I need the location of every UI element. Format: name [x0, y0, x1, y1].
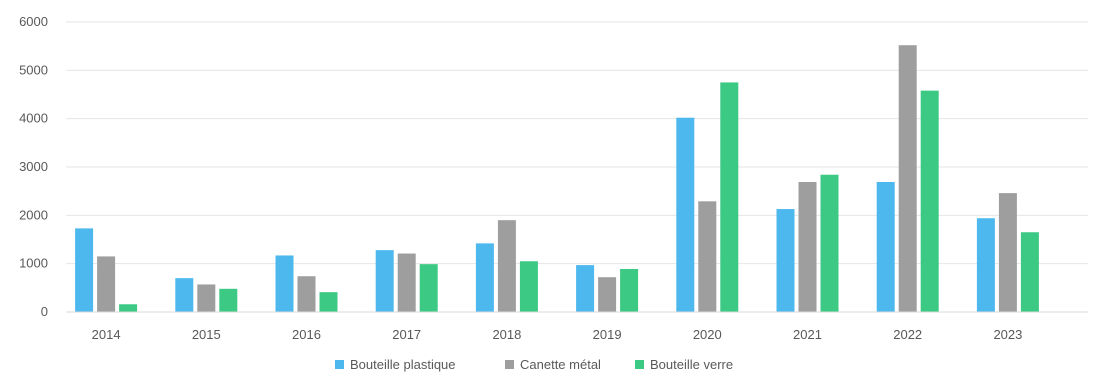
bar-bouteille-plastique-2015: [175, 278, 194, 312]
bar-bouteille-verre-2020: [720, 82, 739, 313]
bar-bouteille-verre-2019: [620, 268, 639, 312]
bar-bouteille-verre-2015: [219, 288, 238, 312]
bar-bouteille-plastique-2018: [475, 243, 494, 312]
bar-canette-metal-2020: [698, 201, 717, 312]
bar-bouteille-verre-2014: [119, 304, 138, 312]
legend-label-bouteille-plastique: Bouteille plastique: [350, 357, 456, 372]
y-tick-label: 6000: [19, 14, 48, 29]
bar-canette-metal-2018: [497, 220, 516, 312]
bar-bouteille-plastique-2022: [876, 181, 895, 312]
legend-swatch-bouteille-verre: [635, 360, 644, 369]
bar-canette-metal-2017: [397, 253, 416, 312]
bar-canette-metal-2019: [598, 277, 617, 312]
y-tick-label: 1000: [19, 256, 48, 271]
x-tick-label: 2020: [693, 327, 722, 342]
legend-label-canette-metal: Canette métal: [520, 357, 601, 372]
x-axis-ticks: 2014 2015 2016 2017 2018 2019 2020 2021 2022 2023: [92, 327, 1023, 342]
bar-bouteille-verre-2023: [1020, 232, 1039, 312]
bar-canette-metal-2021: [798, 181, 817, 312]
bar-bouteille-verre-2016: [319, 292, 338, 312]
x-tick-label: 2017: [392, 327, 421, 342]
legend-swatch-canette-metal: [505, 360, 514, 369]
bar-bouteille-plastique-2019: [576, 265, 595, 312]
bar-bouteille-verre-2017: [419, 264, 438, 312]
bar-bouteille-verre-2018: [519, 261, 538, 312]
bars: [75, 45, 1039, 313]
y-axis-ticks: 0 1000 2000 3000 4000 5000 6000: [19, 14, 48, 319]
legend-swatch-bouteille-plastique: [335, 360, 344, 369]
bar-bouteille-plastique-2016: [275, 255, 294, 312]
x-tick-label: 2019: [593, 327, 622, 342]
legend: Bouteille plastique Canette métal Bouteill…: [335, 357, 733, 372]
bar-canette-metal-2015: [197, 284, 216, 312]
y-tick-label: 4000: [19, 111, 48, 126]
bar-canette-metal-2023: [998, 193, 1017, 312]
bar-bouteille-plastique-2023: [976, 218, 995, 312]
bar-bouteille-verre-2022: [920, 90, 939, 312]
y-tick-label: 0: [41, 304, 48, 319]
bar-bouteille-plastique-2014: [75, 228, 94, 312]
legend-label-bouteille-verre: Bouteille verre: [650, 357, 733, 372]
bar-bouteille-verre-2021: [820, 174, 839, 312]
x-tick-label: 2014: [92, 327, 121, 342]
x-tick-label: 2023: [993, 327, 1022, 342]
x-tick-label: 2016: [292, 327, 321, 342]
x-tick-label: 2022: [893, 327, 922, 342]
bar-canette-metal-2016: [297, 276, 316, 312]
bar-canette-metal-2022: [898, 45, 917, 312]
bar-canette-metal-2014: [97, 256, 116, 312]
y-tick-label: 3000: [19, 159, 48, 174]
bar-bouteille-plastique-2021: [776, 209, 795, 312]
bar-bouteille-plastique-2017: [375, 250, 394, 312]
gridlines: [66, 21, 1088, 265]
y-tick-label: 5000: [19, 62, 48, 77]
y-tick-label: 2000: [19, 207, 48, 222]
bar-bouteille-plastique-2020: [676, 117, 695, 312]
x-tick-label: 2015: [192, 327, 221, 342]
x-tick-label: 2018: [492, 327, 521, 342]
x-tick-label: 2021: [793, 327, 822, 342]
